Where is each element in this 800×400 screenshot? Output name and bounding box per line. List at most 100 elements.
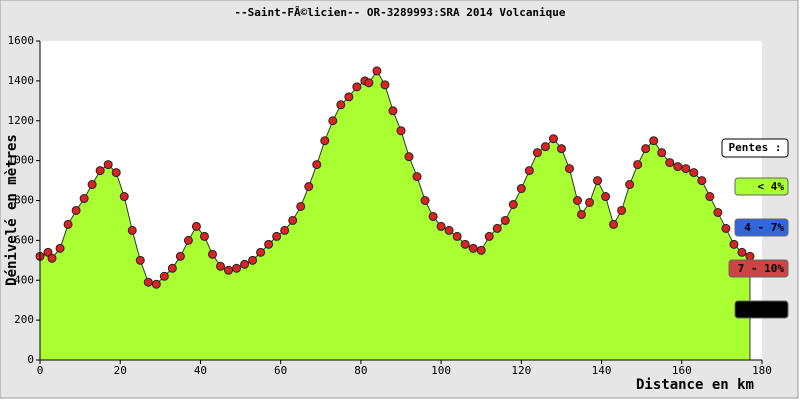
point — [681, 164, 691, 174]
point — [95, 166, 105, 176]
point — [143, 277, 153, 287]
x-tick-label: 60 — [274, 364, 287, 377]
point — [460, 239, 470, 249]
point — [388, 106, 398, 116]
point — [729, 239, 739, 249]
point — [288, 215, 298, 225]
x-axis-title: Distance en km — [636, 377, 754, 393]
point — [516, 184, 526, 194]
point — [609, 219, 619, 229]
point — [452, 231, 462, 241]
y-axis-title: Dénivelé en mètres — [4, 134, 20, 286]
point — [63, 219, 73, 229]
legend-title-box — [721, 138, 789, 158]
y-tick-label: 1000 — [8, 154, 35, 167]
point — [336, 100, 346, 110]
point — [721, 223, 731, 233]
y-tick-label: 1600 — [8, 34, 35, 47]
point — [556, 144, 566, 154]
point — [304, 182, 314, 192]
point — [296, 201, 306, 211]
x-tick-label: 160 — [672, 364, 692, 377]
point — [713, 207, 723, 217]
x-tick-label: 140 — [592, 364, 612, 377]
point — [47, 253, 57, 263]
x-tick-label: 80 — [354, 364, 367, 377]
point — [532, 148, 542, 158]
legend-label: < 4% — [758, 180, 785, 193]
point — [312, 160, 322, 170]
point — [601, 192, 611, 202]
point — [492, 223, 502, 233]
point — [167, 263, 177, 273]
point — [745, 251, 755, 261]
point — [272, 231, 282, 241]
point — [328, 116, 338, 126]
y-tick-label: 400 — [14, 273, 34, 286]
point — [87, 180, 97, 190]
point — [103, 160, 113, 170]
x-tick-label: 20 — [114, 364, 127, 377]
point — [508, 199, 518, 209]
point — [352, 82, 362, 92]
point — [577, 209, 586, 219]
legend-swatch — [728, 259, 789, 278]
point — [183, 235, 193, 245]
point — [428, 211, 438, 221]
y-tick-label: 0 — [27, 353, 34, 366]
point — [548, 134, 558, 144]
y-tick-label: 200 — [14, 313, 34, 326]
point — [79, 194, 89, 204]
point — [111, 168, 121, 178]
point — [364, 78, 374, 88]
point — [500, 215, 510, 225]
point — [524, 166, 534, 176]
point — [705, 192, 715, 202]
legend-swatch — [734, 300, 789, 319]
y-tick-label: 1400 — [8, 74, 35, 87]
point — [540, 142, 550, 152]
x-tick-label: 40 — [194, 364, 207, 377]
point — [468, 243, 478, 253]
y-tick-label: 1200 — [8, 114, 35, 127]
point — [372, 66, 382, 76]
point — [248, 255, 258, 265]
point — [232, 263, 242, 273]
point — [151, 279, 161, 289]
point — [175, 251, 185, 261]
area — [39, 69, 751, 361]
point — [256, 247, 266, 257]
point — [344, 92, 354, 102]
point — [617, 205, 627, 215]
legend-swatch — [734, 218, 789, 237]
legend-label: 7 - 10% — [738, 262, 785, 275]
point — [444, 225, 454, 235]
point — [199, 231, 209, 241]
point — [737, 247, 747, 257]
point — [689, 168, 699, 178]
x-tick-label: 0 — [37, 364, 44, 377]
point — [585, 197, 595, 207]
point — [593, 176, 603, 186]
point — [657, 148, 667, 158]
point — [420, 196, 430, 205]
point — [216, 261, 225, 271]
point — [207, 249, 217, 259]
point — [673, 162, 683, 172]
point — [264, 239, 274, 249]
point — [649, 136, 659, 146]
point — [633, 160, 643, 170]
point — [396, 126, 406, 136]
point — [224, 265, 234, 275]
x-tick-label: 120 — [511, 364, 531, 377]
legend-label: 4 - 7% — [744, 221, 784, 234]
point — [412, 172, 422, 182]
chart-title: --Saint-FÃ©licien-- OR-3289993:SRA 2014 … — [234, 6, 566, 19]
point — [476, 245, 486, 255]
point — [320, 136, 330, 146]
point — [71, 205, 81, 215]
point — [625, 180, 635, 190]
point — [484, 231, 494, 241]
point — [380, 80, 390, 90]
point — [641, 144, 651, 154]
